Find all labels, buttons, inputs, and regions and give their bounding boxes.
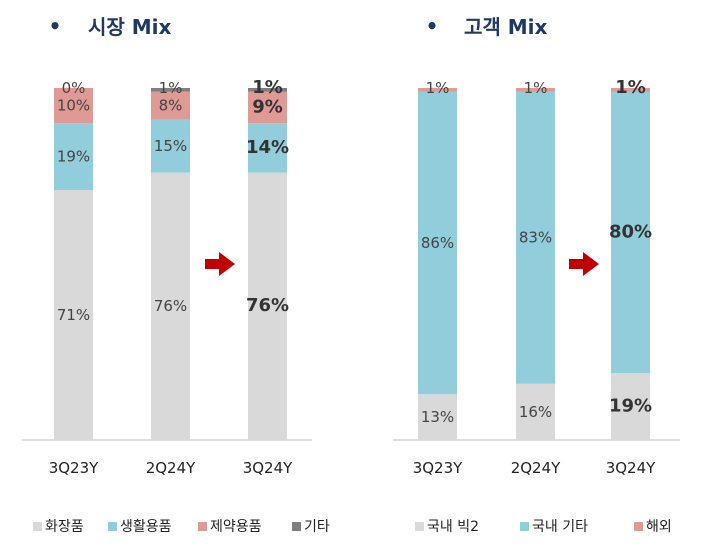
data-label: 1% [524,79,548,97]
legend-label: 화장품 [45,519,84,535]
legend-swatch [520,522,529,531]
data-label: 71% [57,306,90,324]
bar-segment [611,373,650,440]
legend-swatch [415,522,424,531]
bar-segment [151,172,190,441]
chart-panel-1: • 시장 Mix71%19%10%0%3Q23Y76%15%8%1%2Q24Y76… [22,14,330,535]
bar-segment [611,91,650,374]
data-label: 14% [246,137,289,158]
legend-label: 국내 기타 [532,519,588,535]
x-tick-label: 2Q24Y [146,459,196,477]
bar-segment [516,91,555,384]
legend-label: 제약용품 [210,519,262,535]
bar-segment [54,190,93,440]
chart-panel-2: • 고객 Mix 13% 86% 1% 3Q23Y 16% 83% 1% 2Q24Y 19% 80% 1… [393,14,680,535]
bar-segment [516,383,555,440]
legend-label: 국내 빅2 [427,519,479,535]
x-tick-label: 3Q24Y [606,459,656,477]
chart-title: 시장 Mix [88,15,172,39]
data-label: 1% [159,79,183,97]
data-label: 86% [421,234,454,252]
bar-segment [248,91,287,124]
chart-title: 고객 Mix [464,15,548,39]
data-label: 76% [246,295,289,316]
data-label: 8% [159,97,183,115]
title-bullet: • [426,14,439,38]
data-label: 83% [519,229,552,247]
legend-swatch [33,522,42,531]
data-label: 15% [154,137,187,155]
data-label: 19% [57,148,90,166]
data-label: 76% [154,297,187,315]
data-label: 0% [62,79,86,97]
data-label: 9% [252,96,283,117]
data-label: 80% [609,221,652,242]
bar-segment [418,91,457,395]
legend-swatch [198,522,207,531]
bar-segment [151,119,190,173]
legend-swatch [634,522,643,531]
x-tick-label: 3Q24Y [243,459,293,477]
data-label: 10% [57,97,90,115]
bar-segment [516,88,555,92]
data-label: 19% [609,396,652,417]
bar-segment [418,394,457,440]
legend-label: 해외 [646,519,672,535]
data-label: 1% [615,77,646,98]
data-label: 1% [252,77,283,98]
bar-segment [151,88,190,92]
legend-label: 기타 [304,519,330,535]
data-label: 13% [421,408,454,426]
legend-label: 생활용품 [120,519,172,535]
x-tick-label: 3Q23Y [413,459,463,477]
bar-segment [151,91,190,120]
title-bullet: • [49,14,62,38]
legend-swatch [292,522,301,531]
bar-segment [418,88,457,92]
bar-segment [54,88,93,124]
bar-segment [54,123,93,191]
bar-segment [248,88,287,92]
bar-segment [611,88,650,92]
data-label: 16% [519,403,552,421]
x-tick-label: 2Q24Y [511,459,561,477]
arrow-icon [569,252,599,276]
bar-segment [248,172,287,441]
legend-swatch [108,522,117,531]
bar-segment [248,123,287,173]
arrow-icon [205,252,235,276]
x-tick-label: 3Q23Y [49,459,99,477]
data-label: 1% [426,79,450,97]
